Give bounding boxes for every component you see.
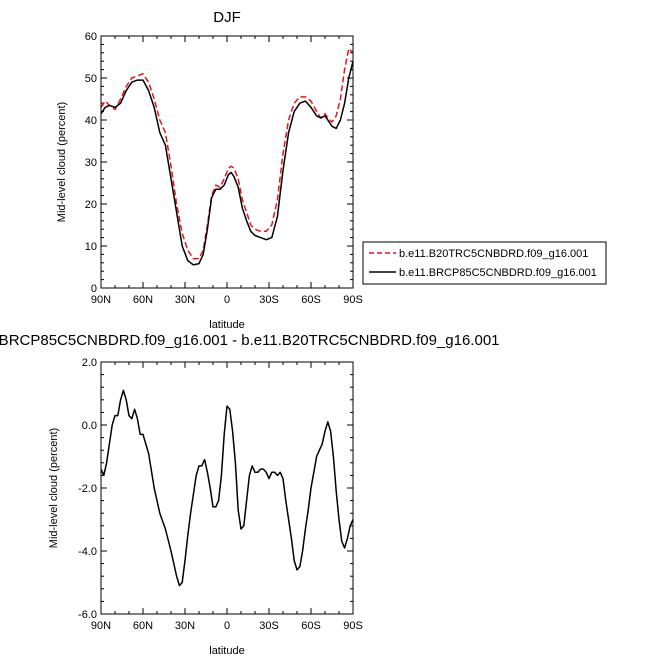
bottom-y-tick-label: 0.0 (82, 420, 97, 432)
top-y-tick-label: 40 (85, 115, 97, 127)
bottom-y-tick-label: -6.0 (78, 609, 97, 621)
bottom-chart-ticks: 90N 60N 30N 0 30S 60S 90S -6.0 -4.0 -2.0 0.0 2.0 (78, 357, 363, 632)
top-x-tick-label: 30S (259, 294, 279, 306)
bottom-chart-series (100, 389, 354, 587)
bottom-y-tick-label: 2.0 (82, 357, 97, 369)
bottom-x-tick-label: 0 (224, 620, 230, 632)
top-chart-title: DJF (213, 9, 241, 26)
bottom-chart-frame (100, 361, 354, 615)
bottom-chart-x-axis-label: latitude (209, 645, 244, 657)
bottom-y-tick-label: -4.0 (78, 546, 97, 558)
top-chart-y-axis-label: Mid-level cloud (percent) (56, 102, 68, 222)
legend-label-brcp85: b.e11.BRCP85C5CNBDRD.f09_g16.001 (399, 267, 597, 279)
top-chart-legend: b.e11.B20TRC5CNBDRD.f09_g16.001 b.e11.BR… (362, 241, 607, 285)
top-chart-ticks: 90N 60N 30N 0 30S 60S 90S 0 10 20 30 40 50 60 (85, 31, 363, 306)
bottom-x-tick-label: 30N (175, 620, 195, 632)
bottom-x-tick-label: 90N (91, 620, 111, 632)
top-y-tick-label: 0 (91, 283, 97, 295)
top-chart-x-axis-label: latitude (209, 319, 244, 331)
top-series-line-1 (100, 61, 354, 266)
top-x-tick-label: 90S (343, 294, 363, 306)
top-x-tick-label: 0 (224, 294, 230, 306)
top-x-tick-label: 90N (91, 294, 111, 306)
bottom-x-tick-label: 60N (133, 620, 153, 632)
legend-box (362, 241, 607, 285)
bottom-x-tick-label: 90S (343, 620, 363, 632)
top-chart: DJF 90N 60N 30N 0 30S 60S 90S 0 10 20 30 40 50 60 lat… (56, 9, 607, 331)
bottom-chart-y-axis-label: Mid-level cloud (percent) (48, 428, 60, 548)
bottom-chart: .BRCP85C5CNBDRD.f09_g16.001 - b.e11.B20T… (0, 332, 499, 657)
bottom-x-tick-label: 30S (259, 620, 279, 632)
top-x-tick-label: 60N (133, 294, 153, 306)
top-chart-series (100, 47, 354, 266)
bottom-chart-title: .BRCP85C5CNBDRD.f09_g16.001 - b.e11.B20T… (0, 332, 499, 349)
top-y-tick-label: 30 (85, 157, 97, 169)
top-y-tick-label: 20 (85, 199, 97, 211)
top-series-line-0 (100, 47, 354, 260)
top-x-tick-label: 60S (301, 294, 321, 306)
top-y-tick-label: 10 (85, 241, 97, 253)
bottom-x-tick-label: 60S (301, 620, 321, 632)
legend-label-b20trc: b.e11.B20TRC5CNBDRD.f09_g16.001 (399, 248, 588, 260)
top-chart-frame (100, 35, 354, 289)
top-x-tick-label: 30N (175, 294, 195, 306)
top-y-tick-label: 60 (85, 31, 97, 43)
bottom-series-line-0 (100, 389, 354, 587)
bottom-y-tick-label: -2.0 (78, 483, 97, 495)
top-y-tick-label: 50 (85, 73, 97, 85)
